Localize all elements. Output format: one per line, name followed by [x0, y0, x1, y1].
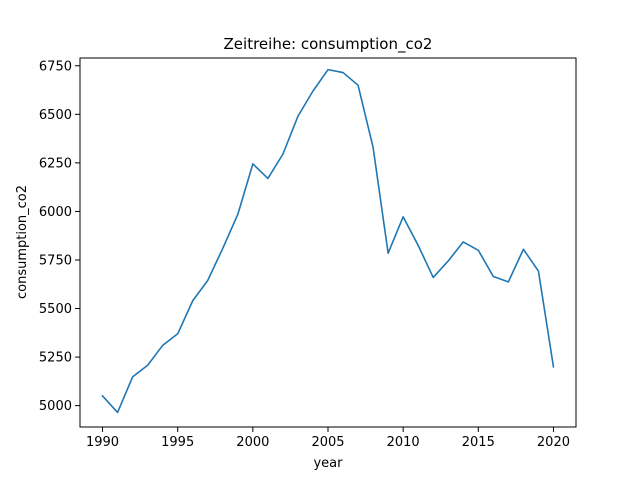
y-tick-label: 5750 — [39, 253, 72, 268]
plot-area — [79, 57, 577, 428]
y-tick-label: 5000 — [39, 399, 72, 414]
y-tick-label: 6750 — [39, 59, 72, 74]
y-axis: 5000 5250 5500 5750 6000 6250 6500 6750 — [39, 59, 80, 414]
series-line — [101, 68, 555, 414]
x-axis: 1990 1995 2000 2005 2010 2015 2020 — [86, 427, 570, 450]
x-tick-label: 2000 — [236, 435, 269, 450]
x-tick-label: 1990 — [86, 435, 119, 450]
y-tick-label: 6000 — [39, 205, 72, 220]
x-tick-label: 2015 — [462, 435, 495, 450]
x-tick-label: 2020 — [537, 435, 570, 450]
x-tick-label: 2010 — [387, 435, 420, 450]
x-tick-label: 1995 — [161, 435, 194, 450]
series-layer — [101, 68, 555, 414]
y-tick-label: 6500 — [39, 108, 72, 123]
y-tick-label: 5250 — [39, 351, 72, 366]
axes-frame — [79, 57, 577, 428]
y-tick-label: 6250 — [39, 156, 72, 171]
y-axis-label: consumption_co2 — [15, 185, 30, 299]
y-tick-label: 5500 — [39, 302, 72, 317]
x-axis-label: year — [313, 456, 343, 471]
chart-title: Zeitreihe: consumption_co2 — [224, 35, 433, 54]
x-tick-label: 2005 — [311, 435, 344, 450]
